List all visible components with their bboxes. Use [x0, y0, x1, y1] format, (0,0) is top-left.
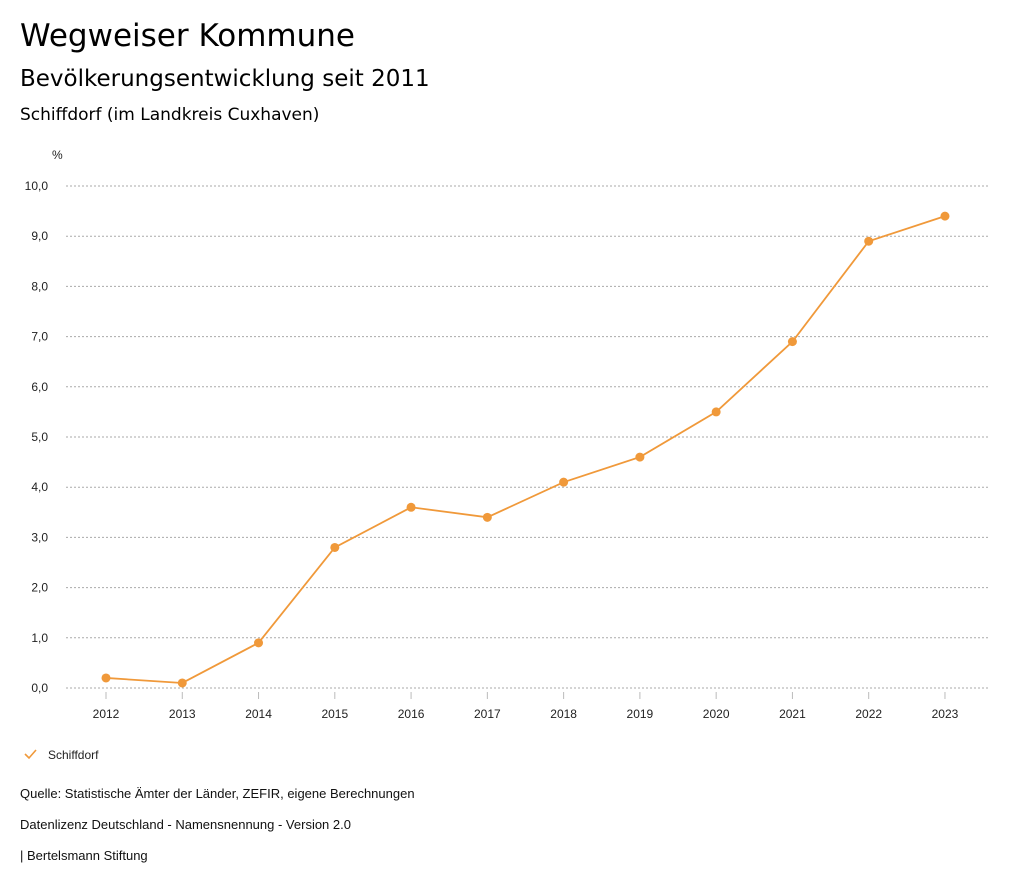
- legend-item-schiffdorf[interactable]: Schiffdorf: [24, 748, 99, 762]
- x-tick-label: 2019: [627, 707, 654, 721]
- data-point: [482, 512, 492, 522]
- series-line: [105, 215, 946, 684]
- data-point: [787, 337, 797, 347]
- data-point: [254, 638, 264, 648]
- x-tick-label: 2020: [703, 707, 730, 721]
- y-tick-label: 4,0: [31, 480, 48, 494]
- legend-check-icon: [24, 749, 37, 760]
- y-tick-label: 8,0: [31, 279, 48, 293]
- data-point: [177, 678, 187, 688]
- data-point: [711, 407, 721, 417]
- source-note: Quelle: Statistische Ämter der Länder, Z…: [20, 786, 415, 801]
- y-tick-label: 10,0: [25, 179, 49, 193]
- location-title: Schiffdorf (im Landkreis Cuxhaven): [20, 105, 320, 125]
- y-tick-label: 5,0: [31, 430, 48, 444]
- x-tick-label: 2014: [245, 707, 272, 721]
- x-tick-label: 2018: [550, 707, 577, 721]
- data-point: [864, 236, 874, 246]
- data-point: [330, 542, 340, 552]
- license-note: Datenlizenz Deutschland - Namensnennung …: [20, 817, 351, 832]
- page-title: Wegweiser Kommune: [20, 18, 355, 54]
- x-tick-label: 2013: [169, 707, 196, 721]
- x-tick-label: 2022: [855, 707, 882, 721]
- y-tick-label: 2,0: [31, 581, 48, 595]
- y-tick-label: 0,0: [31, 681, 48, 695]
- data-point: [940, 211, 950, 221]
- chart-subtitle: Bevölkerungsentwicklung seit 2011: [20, 66, 430, 92]
- credit-note: | Bertelsmann Stiftung: [20, 848, 148, 863]
- y-tick-label: 9,0: [31, 229, 48, 243]
- y-tick-label: 6,0: [31, 380, 48, 394]
- legend-label: Schiffdorf: [48, 748, 99, 762]
- data-point: [406, 502, 416, 512]
- y-tick-label: 7,0: [31, 330, 48, 344]
- x-tick-label: 2017: [474, 707, 501, 721]
- y-tick-label: 3,0: [31, 530, 48, 544]
- x-tick-label: 2015: [321, 707, 348, 721]
- data-point: [559, 477, 569, 487]
- x-tick-label: 2023: [932, 707, 959, 721]
- data-point: [635, 452, 645, 462]
- y-tick-label: 1,0: [31, 631, 48, 645]
- x-tick-label: 2021: [779, 707, 806, 721]
- data-point: [101, 673, 111, 683]
- x-tick-label: 2012: [93, 707, 120, 721]
- x-tick-label: 2016: [398, 707, 425, 721]
- y-axis-unit: %: [52, 148, 63, 162]
